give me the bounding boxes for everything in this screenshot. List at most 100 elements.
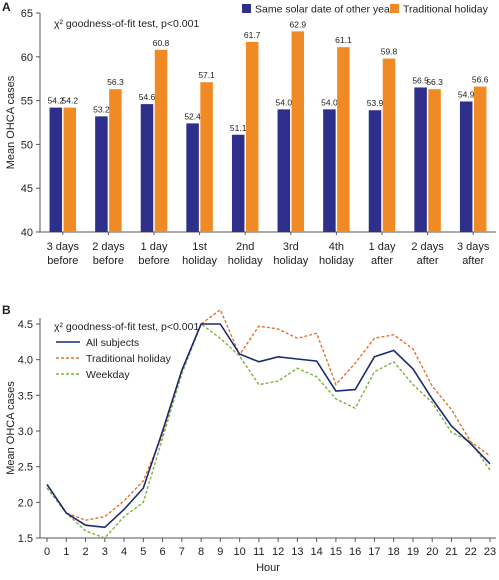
bar-value-label: 56.6 [472, 75, 489, 85]
x-tick-label-a: holiday [228, 255, 263, 267]
x-tick-label-a: holiday [273, 255, 308, 267]
x-tick-label-b: 18 [388, 546, 400, 558]
y-tick-label-b: 2.5 [18, 462, 33, 474]
x-tick-label-a: before [47, 255, 78, 267]
x-tick-label-b: 15 [330, 546, 342, 558]
y-tick-label-b: 4.0 [18, 355, 33, 367]
bar-value-label: 56.3 [107, 77, 124, 87]
bar [63, 107, 77, 232]
x-tick-label-a: 2 days [92, 241, 125, 253]
bar [231, 134, 245, 232]
bar [414, 87, 427, 233]
bar-value-label: 59.8 [381, 47, 398, 57]
y-tick-label-b: 1.5 [18, 533, 33, 545]
y-tick-label-a: 40 [21, 227, 33, 239]
x-tick-label-a: after [462, 255, 484, 267]
x-tick-label-b: 1 [63, 546, 69, 558]
x-tick-label-a: 1st [192, 241, 207, 253]
x-tick-label-a: holiday [319, 255, 354, 267]
bar-value-label: 60.8 [153, 38, 170, 48]
panel-label-a: A [2, 0, 11, 14]
x-tick-label-a: 3rd [283, 241, 299, 253]
bar-value-label: 54.2 [62, 96, 79, 106]
panel-label-b: B [2, 303, 11, 317]
x-tick-label-b: 0 [44, 546, 50, 558]
y-tick-label-a: 50 [21, 139, 33, 151]
y-tick-label-a: 60 [21, 52, 33, 64]
bar-value-label: 54.0 [276, 97, 293, 107]
x-tick-label-a: 2 days [411, 241, 444, 253]
x-tick-label-a: 3 days [457, 241, 490, 253]
bar [382, 58, 396, 232]
x-tick-label-b: 10 [233, 546, 245, 558]
legend-label-b: All subjects [86, 337, 139, 349]
bar-value-label: 54.9 [458, 89, 475, 99]
bar [337, 47, 350, 232]
x-tick-label-b: 7 [179, 546, 185, 558]
legend-swatch-a [390, 4, 399, 13]
x-tick-label-a: after [417, 255, 439, 267]
x-tick-label-b: 21 [445, 546, 457, 558]
x-tick-label-b: 22 [465, 546, 477, 558]
bar-value-label: 61.1 [335, 35, 352, 45]
bar [95, 116, 108, 232]
x-tick-label-b: 6 [160, 546, 166, 558]
bar [154, 49, 168, 233]
x-tick-label-b: 16 [349, 546, 361, 558]
x-tick-label-b: 20 [426, 546, 438, 558]
bar [473, 86, 487, 232]
x-tick-label-b: 8 [198, 546, 204, 558]
bar-value-label: 52.4 [184, 111, 201, 121]
x-tick-label-b: 12 [272, 546, 284, 558]
y-tick-label-b: 4.5 [18, 319, 33, 331]
stat-annotation-a: χ² goodness-of-fit test, p<0.001 [54, 18, 199, 30]
legend-label-a: Traditional holiday [403, 4, 489, 16]
bar [323, 109, 336, 232]
x-tick-label-a: 1 day [369, 241, 396, 253]
x-tick-label-a: 2nd [236, 241, 254, 253]
x-tick-label-b: 4 [121, 546, 127, 558]
x-tick-label-a: 1 day [141, 241, 168, 253]
x-tick-label-b: 9 [217, 546, 223, 558]
bar-value-label: 54.6 [139, 92, 156, 102]
x-tick-label-a: holiday [182, 255, 217, 267]
bar [291, 31, 305, 233]
bar-value-label: 54.0 [321, 97, 338, 107]
bar [277, 109, 291, 232]
bar [140, 104, 154, 232]
x-tick-label-b: 19 [407, 546, 419, 558]
series-line [46, 308, 491, 521]
x-tick-label-a: before [138, 255, 169, 267]
bar [49, 107, 63, 232]
x-axis-label-b: Hour [256, 562, 280, 574]
bar [245, 41, 259, 232]
bar-value-label: 56.3 [426, 77, 443, 87]
bar-value-label: 51.1 [230, 123, 247, 133]
bar-value-label: 61.7 [244, 30, 261, 40]
bar-value-label: 54.2 [48, 96, 65, 106]
x-tick-label-a: 4th [329, 241, 344, 253]
y-tick-label-a: 55 [21, 96, 33, 108]
y-tick-label-a: 65 [21, 8, 33, 20]
y-tick-label-b: 2.0 [18, 497, 33, 509]
x-tick-label-b: 14 [311, 546, 323, 558]
bar [428, 89, 441, 232]
bar [368, 110, 382, 232]
x-tick-label-b: 11 [253, 546, 264, 558]
bar-value-label: 53.2 [93, 104, 110, 114]
x-tick-label-b: 23 [484, 546, 496, 558]
legend-label-b: Traditional holiday [86, 353, 172, 365]
y-axis-label-a: Mean OHCA cases [5, 75, 17, 169]
x-tick-label-a: before [93, 255, 124, 267]
legend-label-b: Weekday [86, 369, 130, 381]
x-tick-label-b: 5 [140, 546, 146, 558]
x-tick-label-b: 2 [82, 546, 88, 558]
x-tick-label-b: 17 [368, 546, 380, 558]
y-axis-label-b: Mean OHCA cases [5, 381, 17, 475]
bar-value-label: 62.9 [290, 19, 307, 29]
bar [459, 101, 473, 232]
bar-value-label: 57.1 [198, 70, 215, 80]
y-tick-label-a: 45 [21, 183, 33, 195]
